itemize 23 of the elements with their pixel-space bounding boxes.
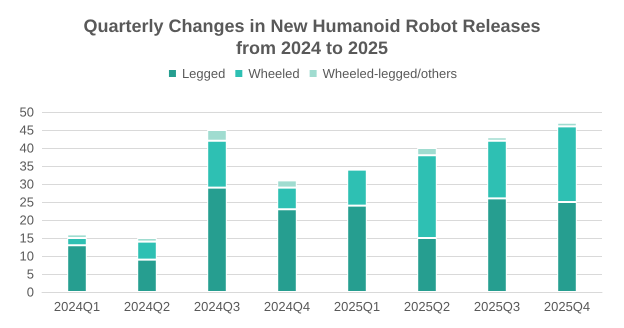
legend-label: Legged — [182, 66, 226, 81]
y-tick-label: 10 — [20, 248, 34, 264]
y-tick-label: 50 — [20, 104, 34, 120]
y-tick-label: 35 — [20, 158, 34, 174]
y-tick-label: 0 — [26, 284, 34, 300]
x-tick-label: 2025Q2 — [404, 299, 450, 314]
y-tick-label: 20 — [20, 212, 34, 228]
y-tick-label: 15 — [20, 230, 34, 246]
y-tick-label: 5 — [26, 266, 34, 282]
y-tick-label: 40 — [20, 140, 34, 156]
x-tick-label: 2024Q4 — [264, 299, 310, 314]
legend-label: Wheeled — [248, 66, 300, 81]
x-tick-label: 2025Q3 — [474, 299, 520, 314]
legend-label: Wheeled-legged/others — [322, 66, 458, 81]
x-tick-label: 2024Q1 — [54, 299, 100, 314]
x-tick-label: 2024Q3 — [194, 299, 240, 314]
x-tick-label: 2025Q1 — [334, 299, 380, 314]
x-tick-label: 2025Q4 — [544, 299, 590, 314]
chart-title: Quarterly Changes in New Humanoid Robot Releases from 2024 to 2025 — [83, 16, 541, 58]
y-tick-label: 30 — [20, 176, 34, 192]
y-tick-label: 25 — [20, 194, 34, 210]
x-tick-label: 2024Q2 — [124, 299, 170, 314]
y-tick-label: 45 — [20, 122, 34, 138]
